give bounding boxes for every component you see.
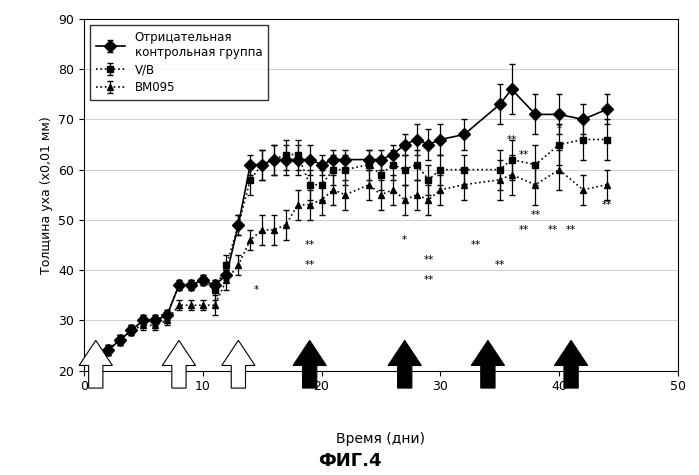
Text: **: ** (519, 225, 528, 235)
FancyArrow shape (471, 341, 505, 388)
Text: **: ** (305, 260, 315, 270)
Text: **: ** (424, 275, 433, 285)
FancyArrow shape (162, 341, 196, 388)
Text: **: ** (305, 240, 315, 250)
Text: *: * (402, 235, 408, 245)
Text: **: ** (566, 225, 576, 235)
Text: **: ** (495, 260, 505, 270)
FancyArrow shape (222, 341, 255, 388)
Text: **: ** (471, 240, 481, 250)
FancyArrow shape (388, 341, 421, 388)
Text: *: * (556, 124, 562, 134)
Text: **: ** (531, 210, 540, 220)
Text: **: ** (424, 255, 433, 265)
Y-axis label: Толщина уха (х0,01 мм): Толщина уха (х0,01 мм) (40, 116, 52, 274)
Text: *: * (254, 285, 259, 295)
Text: **: ** (602, 200, 612, 210)
Text: **: ** (519, 150, 528, 160)
FancyArrow shape (293, 341, 326, 388)
Text: **: ** (548, 225, 559, 235)
Text: ФИГ.4: ФИГ.4 (318, 452, 381, 470)
Text: **: ** (507, 134, 517, 144)
FancyArrow shape (79, 341, 113, 388)
X-axis label: Время (дни): Время (дни) (336, 432, 426, 446)
FancyArrow shape (554, 341, 588, 388)
Legend: Отрицательная
контрольная группа, V/B, BM095: Отрицательная контрольная группа, V/B, B… (89, 25, 268, 100)
